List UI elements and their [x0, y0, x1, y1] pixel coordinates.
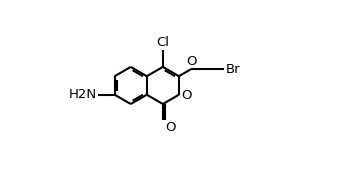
Text: Br: Br: [226, 63, 240, 76]
Text: O: O: [186, 55, 197, 68]
Text: H2N: H2N: [69, 88, 97, 101]
Text: O: O: [165, 121, 175, 134]
Text: Cl: Cl: [156, 36, 169, 49]
Text: O: O: [182, 89, 192, 102]
